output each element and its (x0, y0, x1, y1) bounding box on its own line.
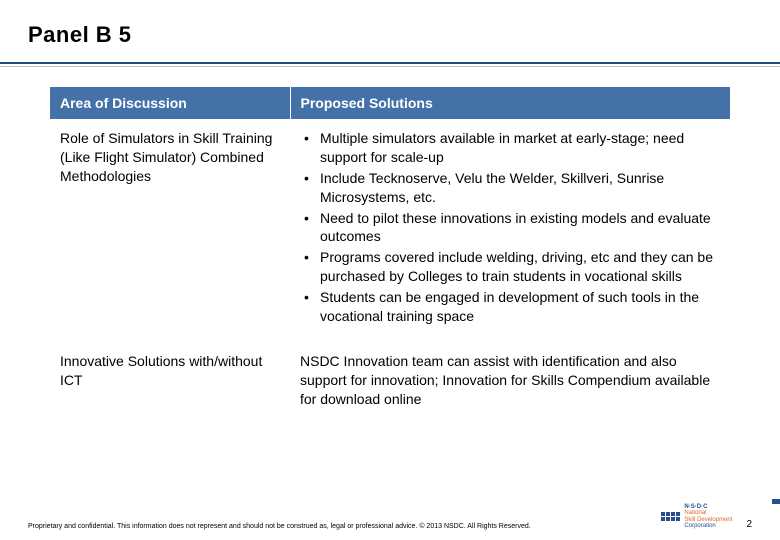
logo-line2: National (684, 510, 732, 517)
solutions-bullet-list: Multiple simulators available in market … (300, 129, 720, 326)
list-item: Programs covered include welding, drivin… (300, 248, 720, 286)
nsdc-logo: N·S·D·C National Skill Development Corpo… (661, 504, 732, 530)
list-item: Include Tecknoserve, Velu the Welder, Sk… (300, 169, 720, 207)
logo-line1: N·S·D·C (684, 504, 732, 511)
slide: Panel B 5 Area of Discussion Proposed So… (0, 0, 780, 540)
table-row: Role of Simulators in Skill Training (Li… (50, 119, 730, 342)
logo-dots-icon (661, 512, 680, 521)
logo-text: N·S·D·C National Skill Development Corpo… (684, 504, 732, 530)
cell-area: Innovative Solutions with/without ICT (50, 342, 290, 423)
table-body: Role of Simulators in Skill Training (Li… (50, 119, 730, 423)
slide-title: Panel B 5 (28, 22, 752, 48)
col-header-area: Area of Discussion (50, 87, 290, 119)
table-header-row: Area of Discussion Proposed Solutions (50, 87, 730, 119)
footer-disclaimer: Proprietary and confidential. This infor… (28, 523, 651, 530)
list-item: Students can be engaged in development o… (300, 288, 720, 326)
cell-solutions: NSDC Innovation team can assist with ide… (290, 342, 730, 423)
title-rule (0, 62, 780, 67)
discussion-table: Area of Discussion Proposed Solutions Ro… (50, 87, 730, 423)
list-item: Multiple simulators available in market … (300, 129, 720, 167)
col-header-solutions: Proposed Solutions (290, 87, 730, 119)
cell-solutions: Multiple simulators available in market … (290, 119, 730, 342)
page-number: 2 (746, 519, 752, 530)
cell-area: Role of Simulators in Skill Training (Li… (50, 119, 290, 342)
table-row: Innovative Solutions with/without ICTNSD… (50, 342, 730, 423)
footer: Proprietary and confidential. This infor… (28, 504, 752, 530)
logo-line4: Corporation (684, 523, 732, 530)
logo-line3: Skill Development (684, 517, 732, 524)
accent-bar (772, 499, 780, 504)
list-item: Need to pilot these innovations in exist… (300, 209, 720, 247)
